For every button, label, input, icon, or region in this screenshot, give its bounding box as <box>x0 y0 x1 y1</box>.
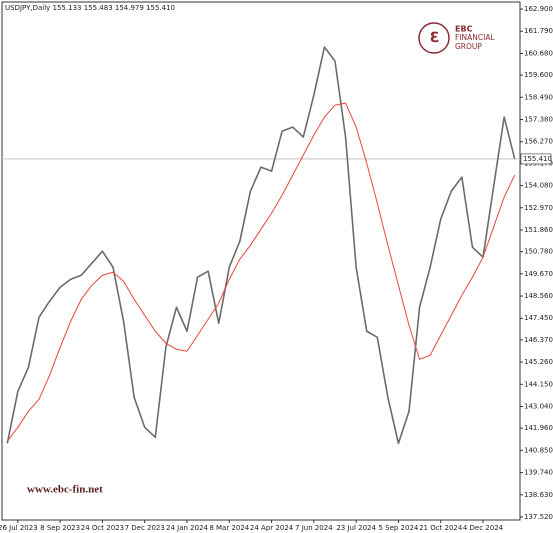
y-tick-label: 157.380 <box>524 115 553 123</box>
logo-text: GROUP <box>455 42 482 51</box>
y-tick-label: 154.080 <box>524 182 553 190</box>
y-tick-label: 158.490 <box>524 93 553 101</box>
x-tick-label: 7 Dec 2023 <box>125 524 165 532</box>
y-tick-label: 137.520 <box>524 513 553 521</box>
x-tick-label: 23 Jul 2024 <box>336 524 376 532</box>
x-tick-label: 21 Oct 2024 <box>419 524 463 532</box>
logo-mark: ℇ <box>430 30 439 46</box>
y-tick-label: 161.790 <box>524 27 553 35</box>
y-tick-label: 160.680 <box>524 49 553 57</box>
y-tick-label: 152.970 <box>524 204 553 212</box>
x-tick-label: 7 Jun 2024 <box>295 524 333 532</box>
plot-frame <box>1 1 521 521</box>
x-tick-label: 24 Jan 2024 <box>166 524 209 532</box>
y-tick-label: 138.630 <box>524 491 553 499</box>
y-tick-label: 162.900 <box>524 5 553 13</box>
y-tick-label: 150.780 <box>524 248 553 256</box>
y-tick-label: 156.270 <box>524 138 553 146</box>
x-tick-label: 4 Dec 2024 <box>463 524 504 532</box>
y-tick-label: 149.670 <box>524 270 553 278</box>
y-tick-label: 144.150 <box>524 380 553 388</box>
y-tick-label: 139.740 <box>524 469 553 477</box>
x-tick-label: 8 Mar 2024 <box>209 524 249 532</box>
logo: ℇ EBC FINANCIAL GROUP <box>418 22 495 54</box>
y-tick-label: 146.370 <box>524 336 553 344</box>
logo-text: EBC <box>455 25 473 34</box>
last-price-label: 155.410 <box>523 155 552 163</box>
x-tick-label: 8 Sep 2023 <box>40 524 80 532</box>
y-tick-label: 140.850 <box>524 446 553 454</box>
logo-ring <box>418 22 450 54</box>
x-tick-label: 26 Jul 2023 <box>0 524 38 532</box>
watermark: www.ebc-fin.net <box>27 484 103 496</box>
x-tick-label: 24 Apr 2024 <box>250 524 294 532</box>
x-tick-label: 24 Oct 2023 <box>81 524 124 532</box>
y-tick-label: 145.260 <box>524 358 553 366</box>
last-price-box <box>520 153 552 165</box>
series-line <box>6 102 516 442</box>
series-line <box>6 46 516 445</box>
x-tick-label: 5 Sep 2024 <box>378 524 418 532</box>
y-tick-label: 148.560 <box>524 292 553 300</box>
y-tick-label: 143.040 <box>524 403 553 411</box>
y-tick-label: 147.450 <box>524 314 553 322</box>
y-tick-label: 151.860 <box>524 226 553 234</box>
y-tick-label: 159.600 <box>524 71 553 79</box>
chart-title: USDJPY,Daily 155.133 155.483 154.979 155… <box>5 4 175 12</box>
y-tick-label: 141.960 <box>524 424 553 432</box>
logo-text: FINANCIAL <box>455 33 495 42</box>
